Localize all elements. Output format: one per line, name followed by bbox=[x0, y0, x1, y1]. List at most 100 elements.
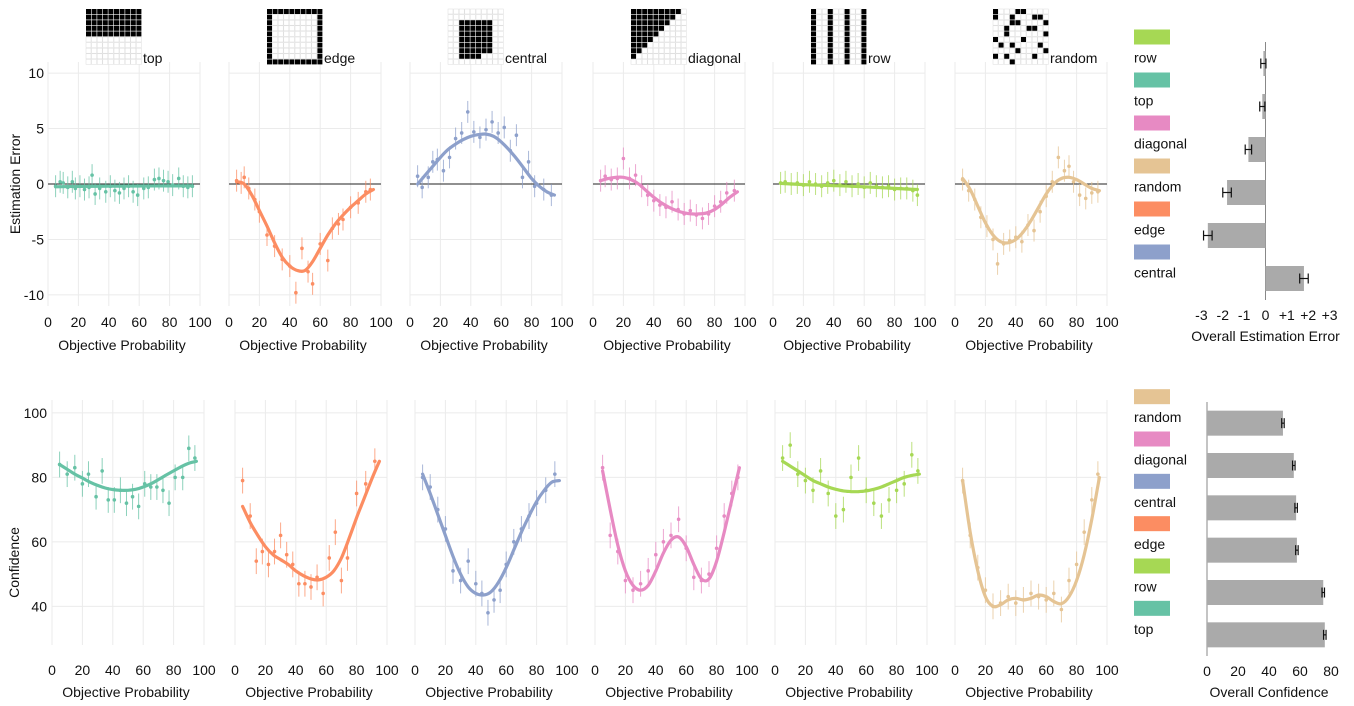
pattern-cell-filled bbox=[653, 14, 659, 20]
pattern-cell-filled bbox=[827, 9, 833, 14]
data-point bbox=[995, 262, 1000, 266]
pattern-cell-filled bbox=[108, 20, 114, 26]
x-axis-title: Objective Probability bbox=[62, 684, 190, 700]
pattern-cell-empty bbox=[272, 47, 278, 54]
pattern-cell-empty bbox=[492, 59, 499, 65]
data-point bbox=[872, 501, 876, 505]
y-tick-label: 5 bbox=[36, 121, 44, 137]
pattern-cell-filled bbox=[470, 20, 476, 26]
data-point bbox=[894, 488, 899, 493]
pattern-cell-filled bbox=[827, 59, 833, 65]
pattern-cell-filled bbox=[102, 9, 108, 14]
pattern-cell-empty bbox=[108, 47, 114, 54]
pattern-cell-empty bbox=[816, 42, 822, 48]
pattern-cell-empty bbox=[1026, 42, 1032, 48]
x-tick-label: 40 bbox=[468, 662, 484, 678]
pattern-cell-filled bbox=[91, 9, 97, 14]
pattern-cell-empty bbox=[647, 47, 654, 54]
x-tick-label: 20 bbox=[433, 314, 449, 330]
pattern-cell-filled bbox=[1037, 42, 1043, 48]
data-point bbox=[326, 258, 330, 263]
pattern-cell-filled bbox=[136, 31, 142, 37]
data-point bbox=[670, 199, 674, 204]
pattern-cell-filled bbox=[119, 25, 125, 31]
pattern-cell-filled bbox=[267, 31, 272, 37]
data-point bbox=[149, 485, 153, 489]
pattern-cell-empty bbox=[658, 42, 665, 48]
data-point bbox=[512, 540, 516, 544]
pattern-cell-filled bbox=[861, 31, 867, 37]
data-point bbox=[811, 488, 815, 493]
pattern-cell-empty bbox=[283, 25, 290, 32]
pattern-cell-empty bbox=[1031, 47, 1038, 54]
pattern-cell-empty bbox=[816, 36, 822, 43]
pattern-cell-empty bbox=[681, 59, 687, 65]
data-point bbox=[447, 155, 452, 160]
pattern-cell-filled bbox=[97, 25, 103, 31]
pattern-cell-empty bbox=[1009, 36, 1016, 43]
pattern-cell-filled bbox=[317, 53, 323, 59]
pattern-cell-filled bbox=[300, 59, 306, 65]
data-point bbox=[112, 498, 117, 502]
pattern-cell-filled bbox=[861, 37, 867, 42]
pattern-cell-empty bbox=[630, 59, 637, 65]
trend-curve bbox=[54, 184, 194, 189]
pattern-cell-filled bbox=[487, 20, 493, 26]
data-point bbox=[803, 478, 808, 483]
pattern-cell-filled bbox=[476, 31, 481, 37]
pattern-cell-empty bbox=[283, 31, 290, 37]
pattern-cell-filled bbox=[844, 59, 850, 65]
pattern-cell-empty bbox=[669, 47, 676, 54]
pattern-cell-filled bbox=[267, 14, 272, 20]
data-point bbox=[453, 136, 458, 141]
pattern-cell-filled bbox=[631, 14, 636, 20]
pattern-cell-filled bbox=[306, 9, 312, 14]
pattern-cell-empty bbox=[849, 8, 856, 15]
x-tick-label: 80 bbox=[1069, 662, 1085, 678]
pattern-cell-empty bbox=[669, 59, 676, 65]
x-tick-label: 40 bbox=[828, 662, 844, 678]
pattern-cell-empty bbox=[108, 53, 114, 60]
pattern-cell-empty bbox=[447, 42, 454, 48]
pattern-cell-filled bbox=[481, 37, 487, 42]
x-tick-label: 80 bbox=[343, 314, 359, 330]
pattern-cell-filled bbox=[636, 42, 642, 48]
pattern-cell-empty bbox=[475, 8, 482, 15]
data-point bbox=[492, 598, 496, 602]
data-point bbox=[187, 446, 191, 451]
pattern-cell-empty bbox=[664, 59, 670, 65]
pattern-cell-empty bbox=[498, 19, 504, 26]
pattern-cell-empty bbox=[1037, 47, 1044, 54]
pattern-cell-empty bbox=[130, 59, 137, 65]
pattern-cell-empty bbox=[294, 14, 301, 20]
pattern-cell-filled bbox=[317, 48, 323, 54]
data-point bbox=[315, 575, 319, 580]
pattern-cell-filled bbox=[642, 9, 648, 14]
panel-top bbox=[51, 400, 205, 645]
pattern-cell-empty bbox=[481, 8, 487, 15]
pattern-cell-empty bbox=[821, 8, 828, 15]
data-point bbox=[272, 549, 277, 554]
data-point bbox=[1090, 498, 1094, 502]
pattern-cell-filled bbox=[459, 48, 465, 54]
data-point bbox=[70, 179, 75, 184]
pattern-cell-empty bbox=[658, 47, 665, 54]
x-tick-label: 40 bbox=[463, 314, 479, 330]
pattern-cell-empty bbox=[108, 59, 114, 65]
x-tick-label: 60 bbox=[1038, 662, 1054, 678]
pattern-cell-empty bbox=[498, 42, 504, 48]
data-point bbox=[1044, 598, 1048, 602]
pattern-cell-empty bbox=[1015, 14, 1021, 20]
pattern-cell-filled bbox=[102, 14, 108, 20]
pattern-cell-empty bbox=[96, 53, 103, 60]
pattern-cell-empty bbox=[998, 8, 1004, 15]
pattern-cell-empty bbox=[498, 47, 504, 54]
pattern-cell-empty bbox=[1009, 31, 1016, 37]
pattern-cell-empty bbox=[669, 42, 676, 48]
x-tick-label: 40 bbox=[282, 314, 298, 330]
pattern-cell-empty bbox=[681, 36, 687, 43]
pattern-cell-empty bbox=[300, 19, 306, 26]
pattern-cell-empty bbox=[816, 8, 822, 15]
legend-label-random: random bbox=[1134, 179, 1181, 195]
pattern-cell-filled bbox=[659, 14, 664, 20]
